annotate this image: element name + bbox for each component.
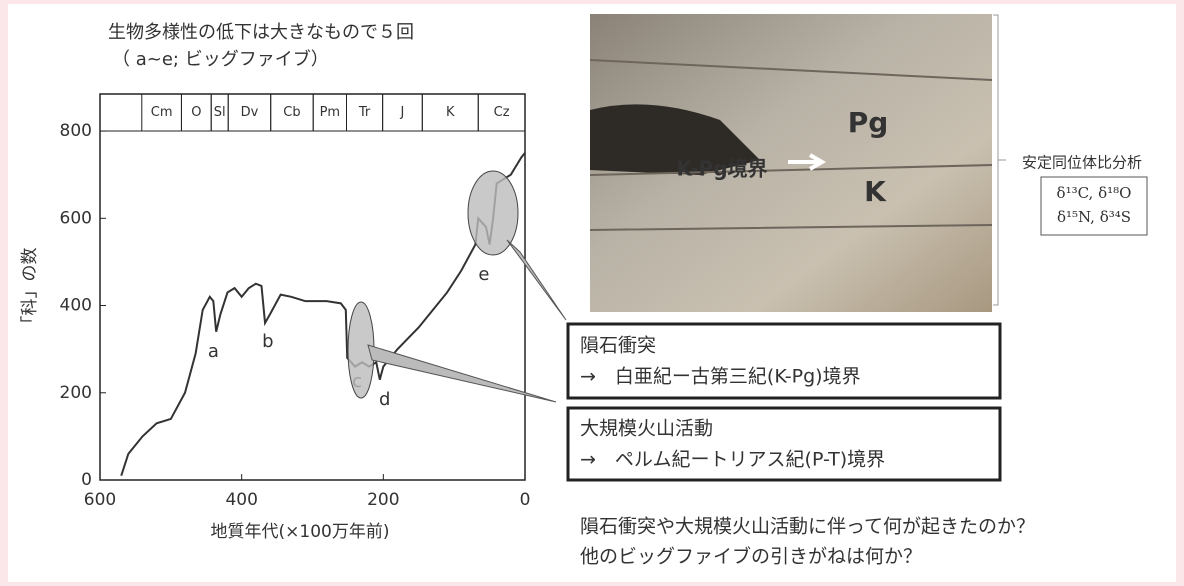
y-tick-label: 0 [81,470,92,490]
photo-label: K [864,175,887,208]
isotope-line: δ¹³C, δ¹⁸O [1057,184,1132,202]
chart-title: 生物多様性の低下は大きなもので５回 [108,22,414,43]
period-label: Cz [494,105,510,120]
cave [590,104,760,175]
event-label: a [208,341,219,362]
isotope-title: 安定同位体比分析 [1022,154,1142,172]
isotope-box [1040,176,1148,236]
callout-box [566,406,1002,482]
period-label: Tr [358,105,371,120]
period-label: K [446,105,455,120]
period-label: Sl [214,105,226,120]
y-tick-label: 200 [60,383,92,403]
isotope-line: δ¹⁵N, δ³⁴S [1057,208,1131,226]
event-label: e [478,264,489,285]
period-label: Cm [151,105,173,120]
period-label: Pm [320,105,341,120]
event-label: b [262,331,273,352]
callout-text: → 白亜紀ー古第三紀(K-Pg)境界 [580,366,861,388]
period-label: Dv [241,105,259,120]
question: 他のビッグファイブの引きがねは何か？ [580,545,922,568]
strata [589,59,993,231]
y-axis-label: 「科」の数 [20,248,40,333]
x-axis-label: 地質年代(×100万年前) [211,522,390,542]
x-tick-label: 0 [520,490,531,510]
period-label: J [400,105,405,120]
pointer-c [367,344,557,403]
photo: Pg K-Pg境界 K [589,14,993,312]
period-label: Cb [283,105,300,120]
callout-text: → ペルム紀ートリアス紀(P-T)境界 [580,449,885,471]
chart-subtitle: （ a~e; ビッグファイブ） [112,48,329,70]
period-label: O [191,105,201,120]
callout-box [566,322,1002,400]
photo-arrow [788,153,826,171]
highlight-e [467,170,519,256]
period-cell [477,93,526,132]
callout-title: 大規模火山活動 [580,418,713,440]
y-tick-label: 400 [60,296,92,316]
event-label: d [379,389,390,410]
photo-label: Pg [848,106,889,139]
y-tick-label: 800 [60,121,92,141]
bracket [993,14,1006,306]
x-tick-label: 600 [84,490,116,510]
question: 隕石衝突や大規模火山活動に伴って何が起きたのか？ [580,516,1035,538]
pointer-e [506,239,567,321]
photo-label: K-Pg境界 [676,157,767,181]
x-tick-label: 200 [367,490,399,510]
x-tick-label: 400 [225,490,257,510]
y-tick-label: 600 [60,208,92,228]
callout-title: 隕石衝突 [580,335,656,357]
